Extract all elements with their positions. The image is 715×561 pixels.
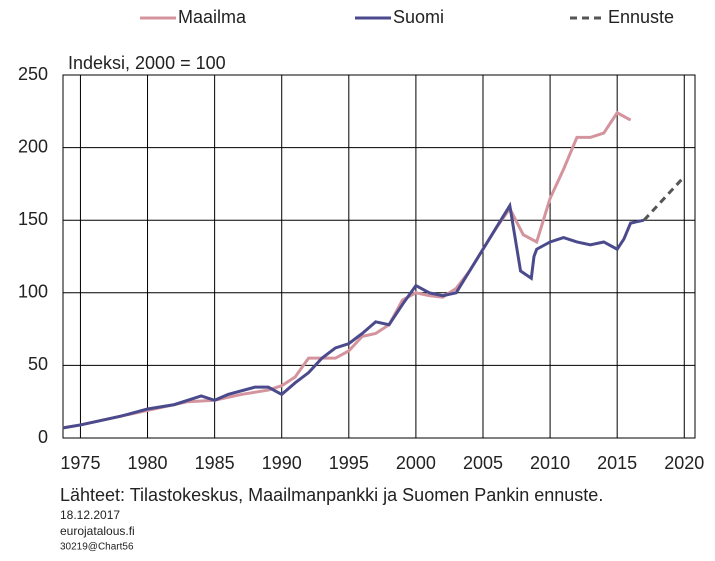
date: 18.12.2017 <box>60 508 120 522</box>
series-line <box>62 110 632 430</box>
x-tick-label: 2020 <box>664 453 704 473</box>
x-tick-label: 1995 <box>329 453 369 473</box>
x-tick-label: 1975 <box>60 453 100 473</box>
x-tick-label: 1990 <box>262 453 302 473</box>
source: Lähteet: Tilastokeskus, Maailmanpankki j… <box>60 485 603 505</box>
legend-label: Maailma <box>178 7 247 27</box>
x-tick-label: 1980 <box>128 453 168 473</box>
y-tick-label: 0 <box>38 427 48 447</box>
annotation: Indeksi, 2000 = 100 <box>68 53 226 73</box>
x-tick-label: 2015 <box>597 453 637 473</box>
legend-label: Ennuste <box>608 7 674 27</box>
y-tick-label: 250 <box>18 64 48 84</box>
site: eurojatalous.fi <box>60 524 135 538</box>
y-tick-label: 50 <box>28 354 48 374</box>
legend-label: Suomi <box>393 7 444 27</box>
code: 30219@Chart56 <box>60 542 134 553</box>
series-line <box>62 201 645 430</box>
x-tick-label: 2005 <box>463 453 503 473</box>
y-tick-label: 100 <box>18 282 48 302</box>
x-tick-label: 2000 <box>396 453 436 473</box>
plot-frame <box>62 74 696 439</box>
y-tick-label: 200 <box>18 136 48 156</box>
x-tick-label: 2010 <box>530 453 570 473</box>
series-line <box>642 175 686 222</box>
x-tick-label: 1985 <box>195 453 235 473</box>
y-tick-label: 150 <box>18 209 48 229</box>
